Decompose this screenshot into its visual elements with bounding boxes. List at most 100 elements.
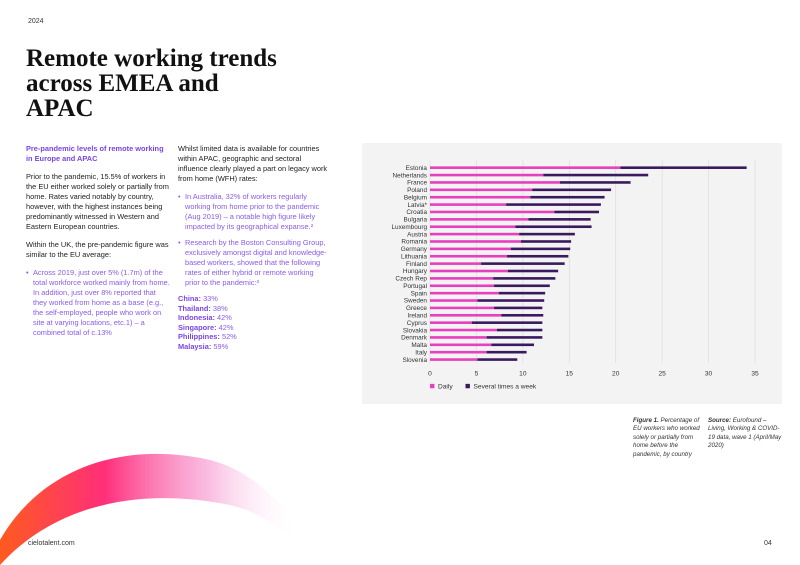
y-tick-label: Malta <box>411 342 427 349</box>
y-tick-label: Netherlands <box>393 172 427 179</box>
rate-value: 52% <box>221 332 237 342</box>
year-label: 2024 <box>28 18 44 25</box>
y-tick-label: Portugal <box>403 283 427 290</box>
paragraph: Prior to the pandemic, 15.5% of workers … <box>26 172 169 231</box>
rate-country: China: <box>178 294 201 303</box>
y-tick-label: Poland <box>407 187 427 194</box>
bar-daily <box>430 306 495 310</box>
bar-several-times-a-week <box>494 306 543 310</box>
x-tick-label: 35 <box>751 370 759 377</box>
legend-label: Several times a week <box>474 383 537 390</box>
bar-several-times-a-week <box>493 277 556 280</box>
bar-daily <box>430 328 497 332</box>
y-tick-label: Austria <box>407 231 427 238</box>
paragraph: Whilst limited data is available for cou… <box>178 144 328 183</box>
bar-daily <box>430 299 478 302</box>
bar-daily <box>430 254 508 258</box>
bar-daily <box>430 203 507 206</box>
bar-daily <box>430 358 478 361</box>
y-tick-label: France <box>407 180 427 187</box>
bar-several-times-a-week <box>554 210 599 214</box>
y-tick-label: Spain <box>411 290 428 297</box>
page-number: 04 <box>764 540 772 547</box>
y-tick-label: Sweden <box>404 298 428 305</box>
y-tick-label: Belgium <box>404 194 427 201</box>
bar-daily <box>430 262 482 265</box>
rate-country: Philippines: <box>178 332 220 342</box>
rate-item: Singapore: 42% <box>178 323 328 333</box>
rate-country: Malaysia: <box>178 341 212 351</box>
bar-daily <box>430 336 487 339</box>
rate-country: Singapore: <box>178 322 217 332</box>
figure-caption-text: Percentage of EU workers who worked sole… <box>633 417 700 458</box>
bar-daily <box>430 313 502 317</box>
bar-daily <box>430 195 531 199</box>
bar-several-times-a-week <box>491 343 534 347</box>
left-column: Pre-pandemic levels of remote working in… <box>26 144 171 344</box>
bar-several-times-a-week <box>528 218 591 221</box>
bar-several-times-a-week <box>543 173 649 177</box>
bar-several-times-a-week <box>519 232 575 236</box>
x-tick-label: 5 <box>475 370 479 377</box>
bar-daily <box>430 284 495 288</box>
y-tick-label: Hungary <box>403 268 428 275</box>
y-tick-label: Bulgaria <box>404 217 428 224</box>
y-tick-label: Finland <box>406 261 427 268</box>
bar-several-times-a-week <box>496 328 543 332</box>
y-tick-label: Lithuania <box>401 253 427 260</box>
bar-daily <box>430 210 555 214</box>
x-tick-label: 25 <box>658 370 666 377</box>
bar-daily <box>430 232 520 236</box>
source-caption: Source: Eurofound – Living, Working & CO… <box>708 417 782 451</box>
bar-daily <box>430 166 621 169</box>
bar-several-times-a-week <box>510 247 571 251</box>
rate-item: Philippines: 52% <box>178 332 328 342</box>
bar-several-times-a-week <box>494 284 550 288</box>
rate-country: Indonesia: <box>178 313 215 323</box>
bar-several-times-a-week <box>507 254 569 258</box>
bullet-item: Research by the Boston Consulting Group,… <box>178 238 328 288</box>
y-tick-label: Slovakia <box>403 327 428 334</box>
bar-several-times-a-week <box>620 166 747 169</box>
rate-value: 33% <box>203 294 218 303</box>
bar-several-times-a-week <box>486 350 527 354</box>
rate-value: 38% <box>212 303 228 313</box>
bar-daily <box>430 350 487 354</box>
middle-column: Whilst limited data is available for cou… <box>178 144 328 352</box>
bar-several-times-a-week <box>477 358 518 361</box>
legend-swatch <box>430 383 435 389</box>
bar-several-times-a-week <box>477 299 545 302</box>
bullet-item: In Australia, 32% of workers regularly w… <box>178 192 328 232</box>
y-tick-label: Italy <box>415 349 428 356</box>
bar-daily <box>430 247 511 251</box>
rate-value: 59% <box>213 341 229 351</box>
bar-daily <box>430 277 494 280</box>
bar-several-times-a-week <box>471 321 543 324</box>
bar-daily <box>430 269 508 273</box>
bar-several-times-a-week <box>515 225 592 229</box>
figure-caption-label: Figure 1. <box>633 417 659 424</box>
y-tick-label: Croatia <box>406 209 427 216</box>
bar-several-times-a-week <box>530 195 605 199</box>
y-tick-label: Ireland <box>407 312 427 319</box>
rate-item: China: 33% <box>178 294 328 304</box>
bar-daily <box>430 181 560 184</box>
section-lead: Pre-pandemic levels of remote working in… <box>26 144 164 163</box>
decorative-swoosh <box>0 453 300 565</box>
apac-rates-list: China: 33% Thailand: 38% Indonesia: 42% … <box>178 294 328 352</box>
paragraph: Within the UK, the pre-pandemic figure w… <box>26 240 169 259</box>
bar-daily <box>430 240 521 243</box>
bar-several-times-a-week <box>501 313 544 317</box>
rate-item: Thailand: 38% <box>178 304 328 314</box>
y-tick-label: Denmark <box>401 335 428 342</box>
legend-label: Daily <box>438 383 453 390</box>
bullet-list: Across 2019, just over 5% (1.7m) of the … <box>26 268 171 338</box>
bar-several-times-a-week <box>506 203 601 206</box>
bar-daily <box>430 218 529 221</box>
x-tick-label: 20 <box>612 370 620 377</box>
figure-caption: Figure 1. Percentage of EU workers who w… <box>633 417 701 459</box>
x-tick-label: 10 <box>519 370 527 377</box>
rate-value: 42% <box>217 313 232 323</box>
bar-several-times-a-week <box>481 262 565 265</box>
bar-daily <box>430 291 499 295</box>
